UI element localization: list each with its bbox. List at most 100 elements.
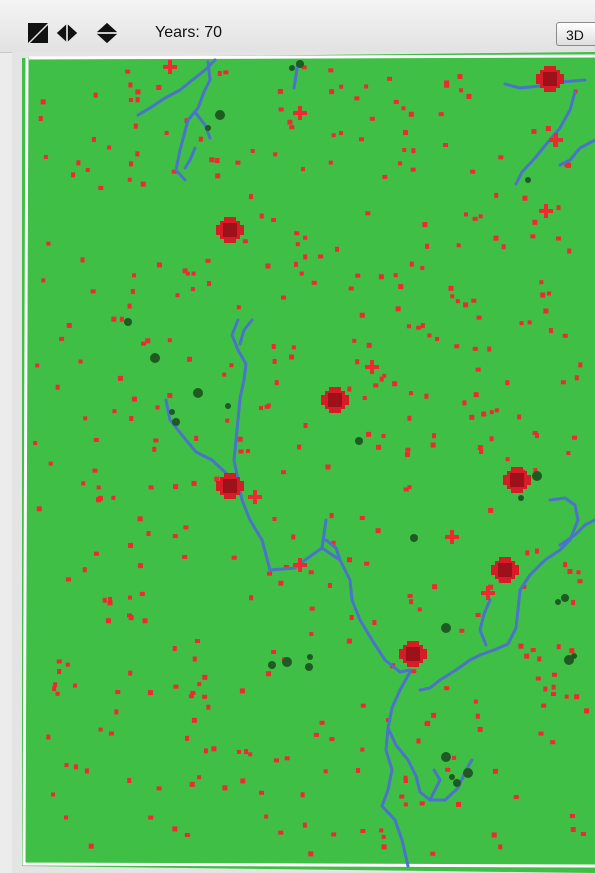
settlement-dot (319, 720, 325, 725)
settlement-dot (406, 324, 411, 329)
forest-patch (205, 125, 211, 131)
settlement-dot (248, 194, 253, 200)
settlement-dot (409, 261, 414, 267)
settlement-dot (309, 606, 315, 611)
settlement-dot (231, 555, 237, 560)
settlement-dot (562, 333, 568, 338)
settlement-dot (545, 126, 551, 132)
settlement-dot (51, 792, 56, 797)
settlement-dot (153, 438, 159, 443)
river (514, 90, 577, 186)
settlement-dot (237, 436, 243, 442)
settlement-dot (80, 257, 85, 263)
settlement-dot (283, 564, 289, 569)
city-core (223, 223, 237, 237)
settlement-dot (278, 107, 284, 112)
settlement-dot (431, 712, 437, 718)
settlement-dot (190, 287, 195, 292)
settlement-dot (73, 764, 78, 770)
settlement-dot (471, 298, 477, 303)
horizontal-resize-icon[interactable] (56, 22, 78, 44)
settlement-dot (72, 683, 77, 688)
vertical-resize-icon[interactable] (96, 22, 118, 44)
settlement-dot (381, 434, 386, 439)
world-view[interactable] (12, 52, 595, 873)
settlement-dot (214, 158, 220, 164)
settlement-dot (301, 65, 307, 70)
settlement-dot (567, 248, 572, 254)
settlement-dot (308, 570, 314, 575)
river (558, 518, 595, 547)
settlement-dot (190, 690, 196, 695)
settlement-dot (185, 735, 190, 741)
settlement-dot (505, 380, 510, 386)
settlement-dot (246, 449, 251, 454)
settlement-dot (309, 631, 314, 636)
settlement-dot (550, 691, 556, 696)
settlement-dot (551, 684, 556, 690)
settlement-dot (577, 579, 583, 584)
forest-patch (268, 661, 276, 669)
settlement-dot (522, 195, 528, 201)
settlement-dot (65, 577, 71, 582)
settlement-dot (365, 211, 371, 216)
settlement-dot (566, 450, 571, 455)
settlement-dot (404, 452, 410, 458)
settlement-dot (105, 618, 111, 624)
settlement-dot (236, 749, 241, 754)
forest-patch (172, 418, 180, 426)
settlement-dot (405, 447, 411, 452)
settlement-dot (38, 116, 43, 122)
settlement-dot (300, 792, 305, 798)
settlement-dot (530, 648, 536, 653)
settlement-dot (392, 381, 398, 387)
settlement-dot (335, 246, 340, 252)
settlement-dot (194, 435, 199, 441)
forest-patch (169, 409, 175, 415)
settlement-dot (135, 151, 140, 157)
settlement-dot (127, 777, 132, 783)
settlement-dot (556, 205, 561, 211)
diagonal-resize-icon[interactable] (27, 22, 49, 44)
settlement-dot (398, 284, 404, 290)
settlement-dot (472, 216, 478, 221)
settlement-dot (570, 827, 576, 833)
settlement-dot (88, 843, 94, 849)
settlement-dot (540, 292, 546, 298)
settlement-dot (325, 464, 331, 470)
settlement-dot (331, 133, 336, 138)
settlement-dot (479, 448, 484, 454)
settlement-dot (563, 562, 568, 568)
settlement-dot (111, 495, 116, 500)
settlement-dot (569, 648, 575, 654)
world-map[interactable] (12, 52, 595, 873)
settlement-dot (85, 168, 90, 173)
settlement-dot (387, 76, 393, 81)
settlement-dot (547, 291, 552, 296)
settlement-dot (235, 160, 241, 165)
settlement-dot (90, 289, 96, 294)
forest-patch (561, 594, 569, 602)
settlement-dot (267, 571, 273, 576)
settlement-dot (513, 795, 519, 800)
settlement-dot (442, 143, 448, 148)
settlement-dot (419, 801, 425, 806)
settlement-dot (59, 336, 65, 341)
view-3d-button[interactable]: 3D (556, 22, 595, 46)
settlement-dot (452, 755, 457, 760)
settlement-dot (238, 449, 244, 454)
settlement-dot (273, 758, 279, 763)
settlement-dot (364, 84, 369, 89)
settlement-dot (438, 112, 444, 117)
settlement-dot (128, 161, 133, 167)
settlement-dot (329, 513, 334, 519)
settlement-dot (244, 749, 249, 755)
settlement-dot (66, 322, 72, 328)
settlement-dot (41, 278, 46, 283)
settlement-dot (379, 828, 384, 833)
settlement-dot (98, 185, 104, 190)
forest-patch (441, 752, 451, 762)
settlement-dot (265, 263, 271, 269)
river (324, 538, 342, 562)
settlement-dot (381, 834, 386, 839)
